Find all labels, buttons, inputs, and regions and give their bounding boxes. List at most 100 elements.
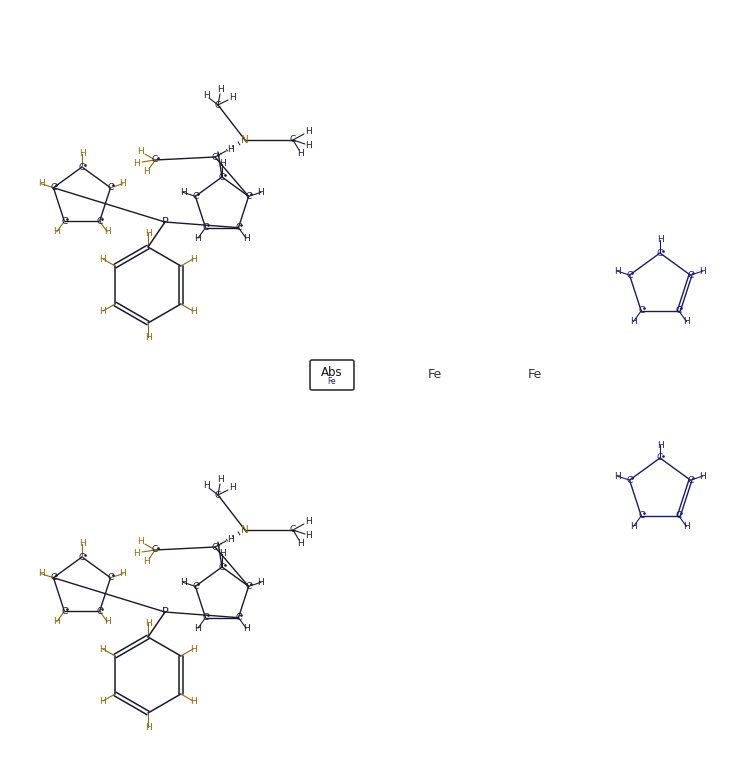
Text: C: C	[202, 223, 209, 232]
Text: H: H	[305, 141, 312, 149]
Text: H: H	[228, 484, 235, 493]
Text: H: H	[38, 179, 44, 188]
Text: C: C	[97, 607, 103, 615]
Text: C: C	[627, 475, 633, 484]
Text: H: H	[700, 266, 706, 276]
Text: H: H	[195, 234, 201, 243]
Text: H: H	[190, 644, 196, 653]
Text: H: H	[190, 254, 196, 263]
Text: C: C	[246, 582, 252, 591]
Text: C: C	[657, 248, 663, 257]
Text: H: H	[630, 317, 637, 326]
Text: C: C	[676, 307, 682, 316]
Text: H: H	[203, 91, 210, 99]
Text: C: C	[212, 543, 218, 552]
Text: N: N	[241, 525, 249, 535]
Text: H: H	[218, 85, 225, 94]
Text: C: C	[676, 512, 682, 520]
Text: H: H	[100, 696, 106, 706]
FancyBboxPatch shape	[310, 360, 354, 390]
Text: C: C	[61, 217, 68, 226]
Text: H: H	[145, 722, 152, 731]
Text: H: H	[227, 534, 234, 544]
Text: C: C	[107, 183, 114, 192]
Text: H: H	[133, 158, 140, 167]
Text: C: C	[235, 613, 241, 622]
Text: H: H	[145, 332, 152, 341]
Text: C: C	[107, 573, 114, 582]
Text: C: C	[79, 163, 85, 172]
Text: H: H	[104, 227, 111, 236]
Text: C: C	[290, 136, 296, 145]
Text: H: H	[683, 317, 690, 326]
Text: H: H	[179, 188, 186, 197]
Text: H: H	[54, 227, 60, 236]
Text: C: C	[152, 155, 158, 164]
Text: C: C	[215, 101, 221, 110]
Text: H: H	[243, 234, 250, 243]
Text: H: H	[657, 235, 664, 245]
Text: H: H	[203, 481, 210, 490]
Text: C: C	[688, 270, 694, 279]
Text: H: H	[258, 578, 265, 587]
Text: H: H	[614, 472, 621, 481]
Text: C: C	[212, 152, 218, 161]
Text: Fe: Fe	[428, 369, 442, 382]
Text: C: C	[51, 573, 57, 582]
Text: C: C	[235, 223, 241, 232]
Text: C: C	[202, 613, 209, 622]
Text: Abs: Abs	[321, 366, 343, 379]
Text: H: H	[195, 624, 201, 633]
Text: C: C	[61, 607, 68, 615]
Text: C: C	[79, 553, 85, 562]
Text: H: H	[305, 518, 311, 527]
Text: C: C	[219, 562, 225, 572]
Text: H: H	[78, 540, 85, 549]
Text: C: C	[638, 512, 645, 520]
Text: H: H	[305, 127, 311, 136]
Text: C: C	[638, 307, 645, 316]
Text: H: H	[38, 569, 44, 578]
Text: C: C	[97, 217, 103, 226]
Text: H: H	[683, 522, 690, 531]
Text: C: C	[627, 270, 633, 279]
Text: C: C	[192, 582, 198, 591]
Text: H: H	[298, 540, 305, 549]
Text: H: H	[120, 569, 126, 578]
Text: C: C	[215, 491, 221, 500]
Text: H: H	[133, 549, 140, 557]
Text: H: H	[190, 696, 196, 706]
Text: H: H	[145, 618, 152, 628]
Text: H: H	[78, 149, 85, 158]
Text: P: P	[161, 607, 168, 617]
Text: H: H	[298, 149, 305, 158]
Text: N: N	[241, 135, 249, 145]
Text: H: H	[104, 617, 111, 626]
Text: P: P	[161, 217, 168, 227]
Text: H: H	[138, 537, 144, 547]
Text: Fe: Fe	[528, 369, 542, 382]
Text: H: H	[700, 472, 706, 481]
Text: H: H	[190, 307, 196, 316]
Text: H: H	[179, 578, 186, 587]
Text: C: C	[657, 453, 663, 463]
Text: H: H	[258, 188, 265, 197]
Text: H: H	[54, 617, 60, 626]
Text: H: H	[143, 557, 150, 566]
Text: H: H	[219, 160, 225, 169]
Text: H: H	[100, 254, 106, 263]
Text: H: H	[219, 550, 225, 559]
Text: C: C	[688, 475, 694, 484]
Text: H: H	[143, 167, 150, 176]
Text: H: H	[227, 145, 234, 154]
Text: C: C	[152, 546, 158, 554]
Text: C: C	[192, 192, 198, 201]
Text: H: H	[243, 624, 250, 633]
Text: H: H	[120, 179, 126, 188]
Text: H: H	[138, 148, 144, 157]
Text: H: H	[145, 229, 152, 238]
Text: H: H	[218, 475, 225, 484]
Text: H: H	[100, 644, 106, 653]
Text: C: C	[290, 525, 296, 534]
Text: C: C	[219, 173, 225, 182]
